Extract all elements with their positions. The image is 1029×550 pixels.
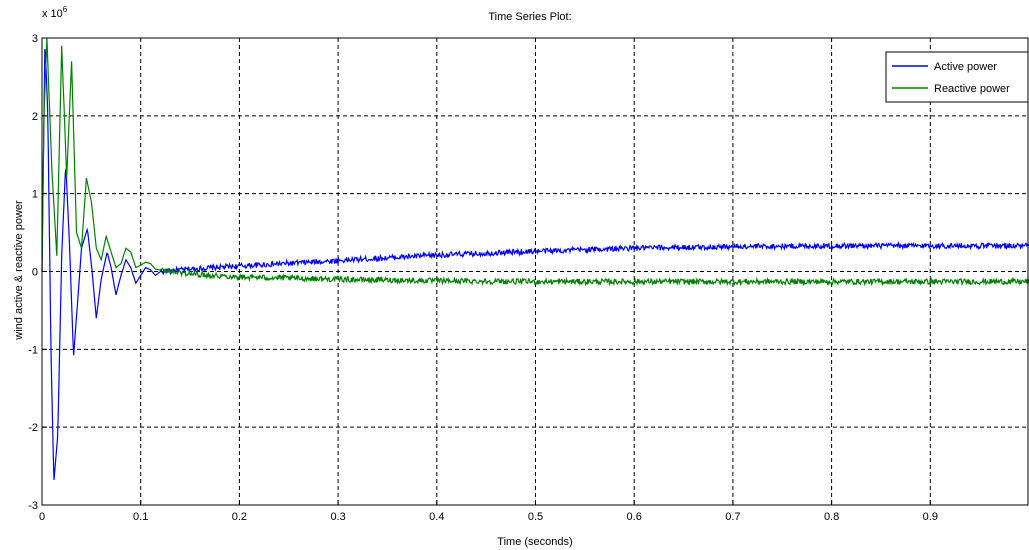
series-layer	[41, 37, 1029, 481]
y-tick-label: 1	[32, 189, 38, 201]
y-multiplier: x 106	[42, 5, 68, 20]
y-tick-label: -3	[28, 500, 38, 512]
x-tick-label: 0.6	[627, 511, 642, 523]
y-tick-label: -2	[28, 422, 38, 434]
legend-label: Reactive power	[934, 83, 1010, 95]
x-tick-label: 0.3	[330, 511, 345, 523]
x-tick-label: 0.1	[133, 511, 148, 523]
x-tick-label: 0.8	[824, 511, 839, 523]
legend-box	[885, 51, 1029, 103]
x-axis-label: Time (seconds)	[497, 536, 572, 548]
y-multiplier-base: x 10	[42, 8, 63, 20]
axes-layer: 0 0.1 0.2 0.3 0.4 0.5 0.6 0.7 0.8 0.9 3 2 1 0 -1 -2 -3	[28, 33, 1029, 523]
y-tick-label: 2	[32, 111, 38, 123]
x-tick-label: 0.2	[232, 511, 247, 523]
legend-label: Active power	[934, 61, 997, 73]
x-tick-label: 0.5	[528, 511, 543, 523]
x-tick-label: 0.4	[429, 511, 444, 523]
series-line	[41, 37, 1029, 287]
x-tick-label: 0	[39, 511, 45, 523]
legend: Active power Reactive power	[885, 51, 1029, 103]
chart-title: Time Series Plot:	[488, 11, 571, 23]
series-line	[41, 48, 1029, 481]
y-tick-label: 0	[32, 267, 38, 279]
y-tick-label: 3	[32, 33, 38, 45]
y-tick-label: -1	[28, 344, 38, 356]
labels-layer: Time Series Plot: Time (seconds) wind ac…	[13, 5, 573, 548]
y-multiplier-exponent: 6	[63, 5, 68, 14]
y-axis-label: wind active & reactive power	[13, 200, 25, 341]
axes-frame	[41, 37, 1029, 506]
x-tick-label: 0.9	[923, 511, 938, 523]
grid-layer	[42, 38, 1029, 505]
x-tick-label: 0.7	[725, 511, 740, 523]
